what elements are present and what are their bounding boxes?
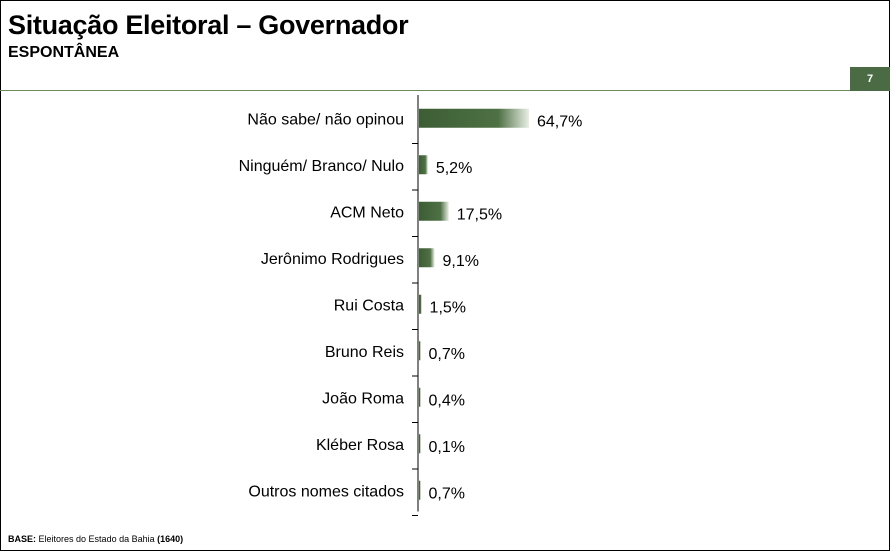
header-divider <box>0 90 850 91</box>
category-label: Ninguém/ Branco/ Nulo <box>239 158 405 175</box>
data-label: 0,4% <box>429 392 465 409</box>
data-label: 0,7% <box>429 346 465 363</box>
data-label: 9,1% <box>442 253 478 270</box>
data-label: 5,2% <box>436 160 472 177</box>
category-label: Jerônimo Rodrigues <box>261 251 404 268</box>
bar <box>419 248 435 268</box>
category-label: Bruno Reis <box>325 344 404 361</box>
bar <box>419 294 422 314</box>
bar <box>419 341 421 361</box>
footer-base-count: (1640) <box>157 534 184 544</box>
footer-base-label: BASE: <box>8 534 37 544</box>
category-label: ACM Neto <box>330 204 404 221</box>
data-label: 0,7% <box>429 485 465 502</box>
data-label: 64,7% <box>537 113 582 130</box>
bar <box>419 155 428 175</box>
page-number-badge: 7 <box>850 67 890 91</box>
category-label: Kléber Rosa <box>316 437 404 454</box>
bar <box>419 480 421 500</box>
data-label: 1,5% <box>430 299 466 316</box>
footer-base: BASE: Eleitores do Estado da Bahia (1640… <box>8 534 183 544</box>
category-label: João Roma <box>322 390 404 407</box>
category-label: Rui Costa <box>334 297 404 314</box>
category-label: Não sabe/ não opinou <box>247 111 404 128</box>
bar <box>419 108 529 128</box>
data-label: 0,1% <box>429 439 465 456</box>
footer-base-text: Eleitores do Estado da Bahia <box>38 534 155 544</box>
bar <box>419 201 449 221</box>
bar <box>419 387 421 407</box>
page-subtitle: ESPONTÂNEA <box>8 44 120 61</box>
data-label: 17,5% <box>457 206 502 223</box>
category-label: Outros nomes citados <box>248 483 404 500</box>
bar <box>419 434 421 454</box>
page-title: Situação Eleitoral – Governador <box>8 10 409 40</box>
bar-chart: Não sabe/ não opinou 64,7% Ninguém/ Branco… <box>239 95 582 516</box>
